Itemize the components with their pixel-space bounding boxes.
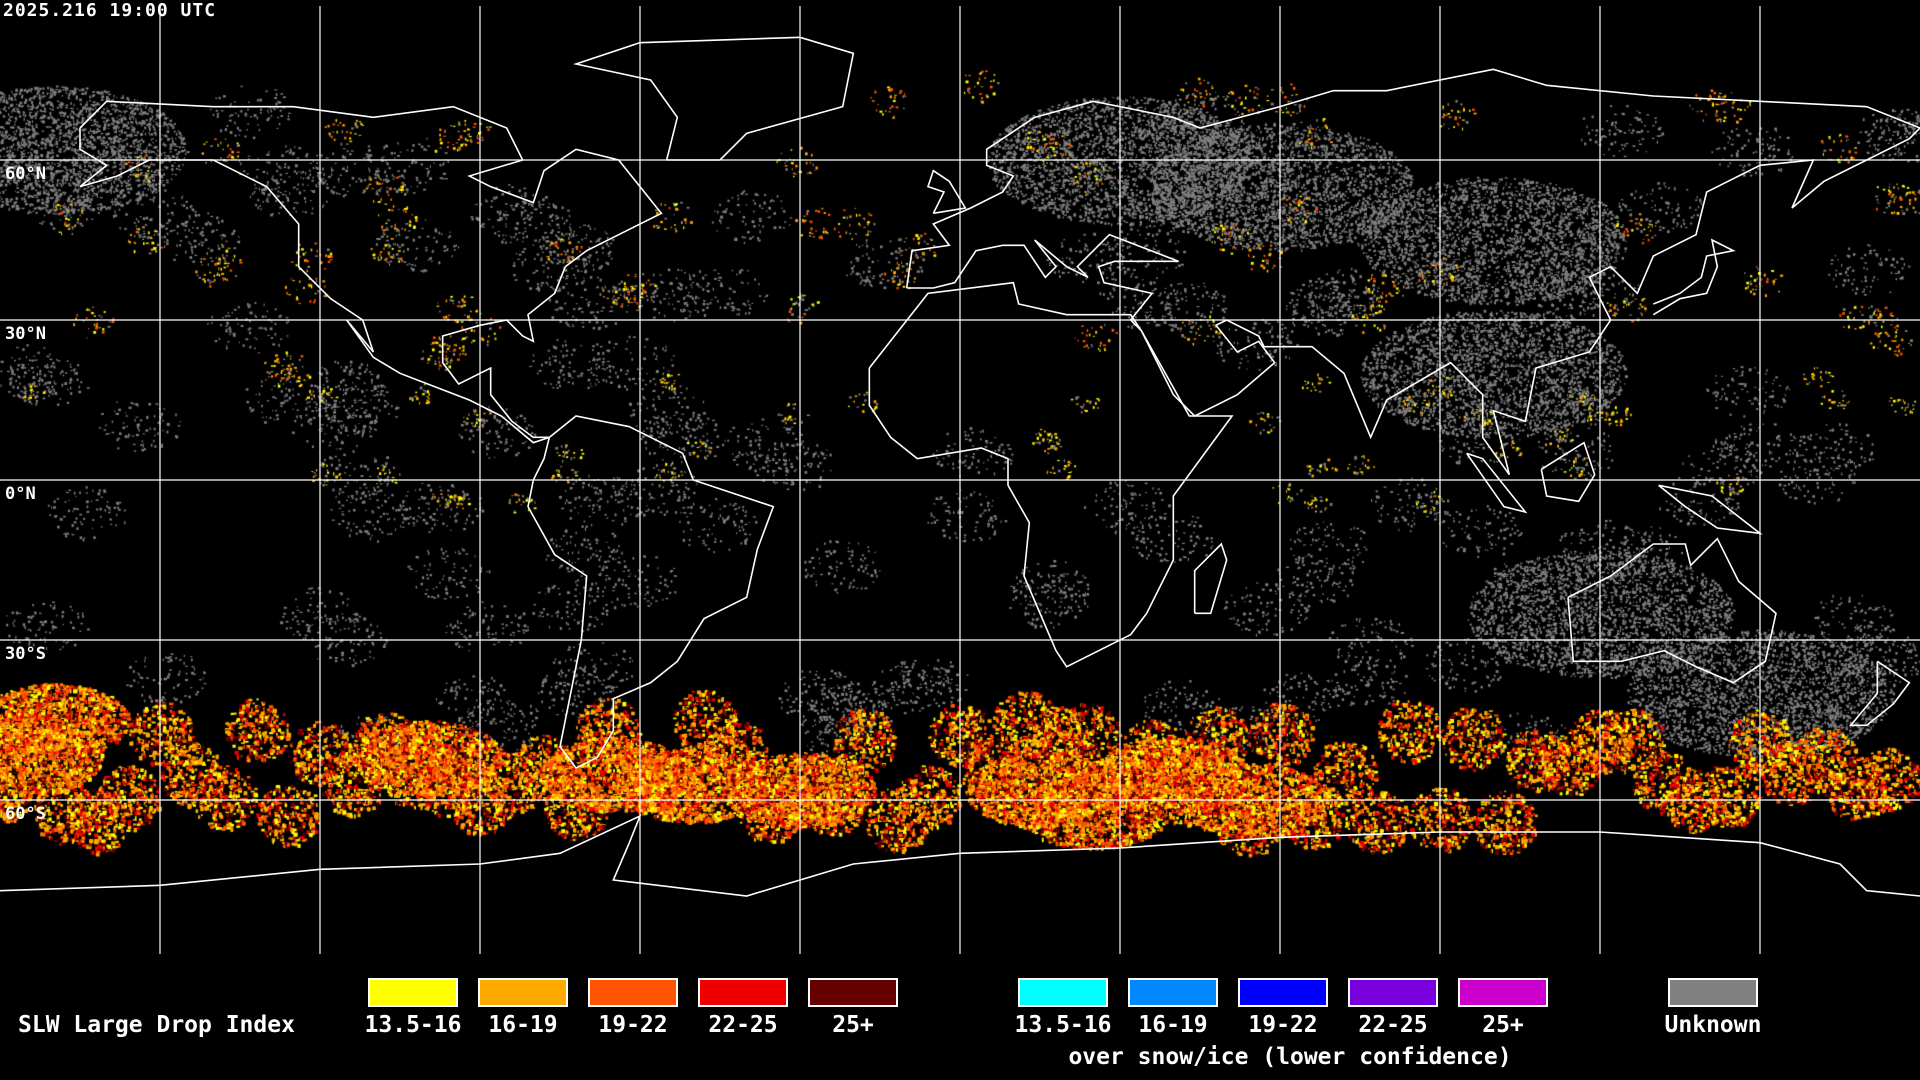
lat-label-60n: 60°N: [5, 164, 46, 184]
legend-main-label: 19-22: [598, 1012, 668, 1038]
coastline-eurasia: [905, 68, 1920, 476]
coastline-australia: [1567, 537, 1777, 684]
lat-label-0n: 0°N: [5, 484, 36, 504]
legend-snow-label: 22-25: [1358, 1012, 1428, 1038]
legend-main-swatch: [368, 978, 458, 1007]
legend-swatch-unknown: [1668, 978, 1758, 1007]
legend-snow-label: 25+: [1482, 1012, 1524, 1038]
legend-snow-label: 19-22: [1248, 1012, 1318, 1038]
coastline-africa: [868, 281, 1234, 668]
legend-snow-swatch: [1238, 978, 1328, 1007]
coastline-new-guinea: [1658, 484, 1763, 535]
legend-main-label: 16-19: [488, 1012, 558, 1038]
legend-main-swatch: [808, 978, 898, 1007]
coastline-great-britain: [926, 169, 967, 215]
legend-snow-swatch: [1018, 978, 1108, 1007]
snow-caption: over snow/ice (lower confidence): [1068, 1044, 1512, 1070]
legend-snow-swatch: [1458, 978, 1548, 1007]
lat-label-30n: 30°N: [5, 324, 46, 344]
lat-label-60s: 60°S: [5, 804, 46, 824]
coastline-north-america: [79, 100, 663, 444]
timestamp: 2025.216 19:00 UTC: [3, 0, 217, 21]
coastline-grid-overlay: [0, 6, 1920, 954]
coastline-antarctica: [0, 814, 1920, 897]
legend-main-swatch: [588, 978, 678, 1007]
legend: SLW Large Drop Index 13.5-16 16-19 19-22 22…: [0, 960, 1920, 1080]
coastline-south-america: [527, 415, 775, 770]
legend-snow-swatch: [1128, 978, 1218, 1007]
legend-main-swatch: [698, 978, 788, 1007]
coastline-borneo: [1540, 441, 1596, 503]
lat-label-30s: 30°S: [5, 644, 46, 664]
legend-main-label: 25+: [832, 1012, 874, 1038]
legend-label-unknown: Unknown: [1664, 1012, 1762, 1038]
world-map: 2025.216 19:00 UTC 60°N 30°N 0°N 30°S 60…: [0, 0, 1920, 960]
legend-snow-label: 13.5-16: [1014, 1012, 1112, 1038]
coastline-sumatra: [1466, 452, 1528, 514]
legend-main-label: 22-25: [708, 1012, 778, 1038]
coastline-madagascar: [1193, 542, 1228, 615]
coastline-new-zealand: [1848, 660, 1911, 727]
legend-main-label: 13.5-16: [364, 1012, 462, 1038]
legend-title: SLW Large Drop Index: [18, 1012, 295, 1038]
coastline-greenland: [572, 36, 855, 161]
legend-snow-label: 16-19: [1138, 1012, 1208, 1038]
legend-main-swatch: [478, 978, 568, 1007]
coastline-japan: [1652, 238, 1736, 316]
legend-snow-swatch: [1348, 978, 1438, 1007]
